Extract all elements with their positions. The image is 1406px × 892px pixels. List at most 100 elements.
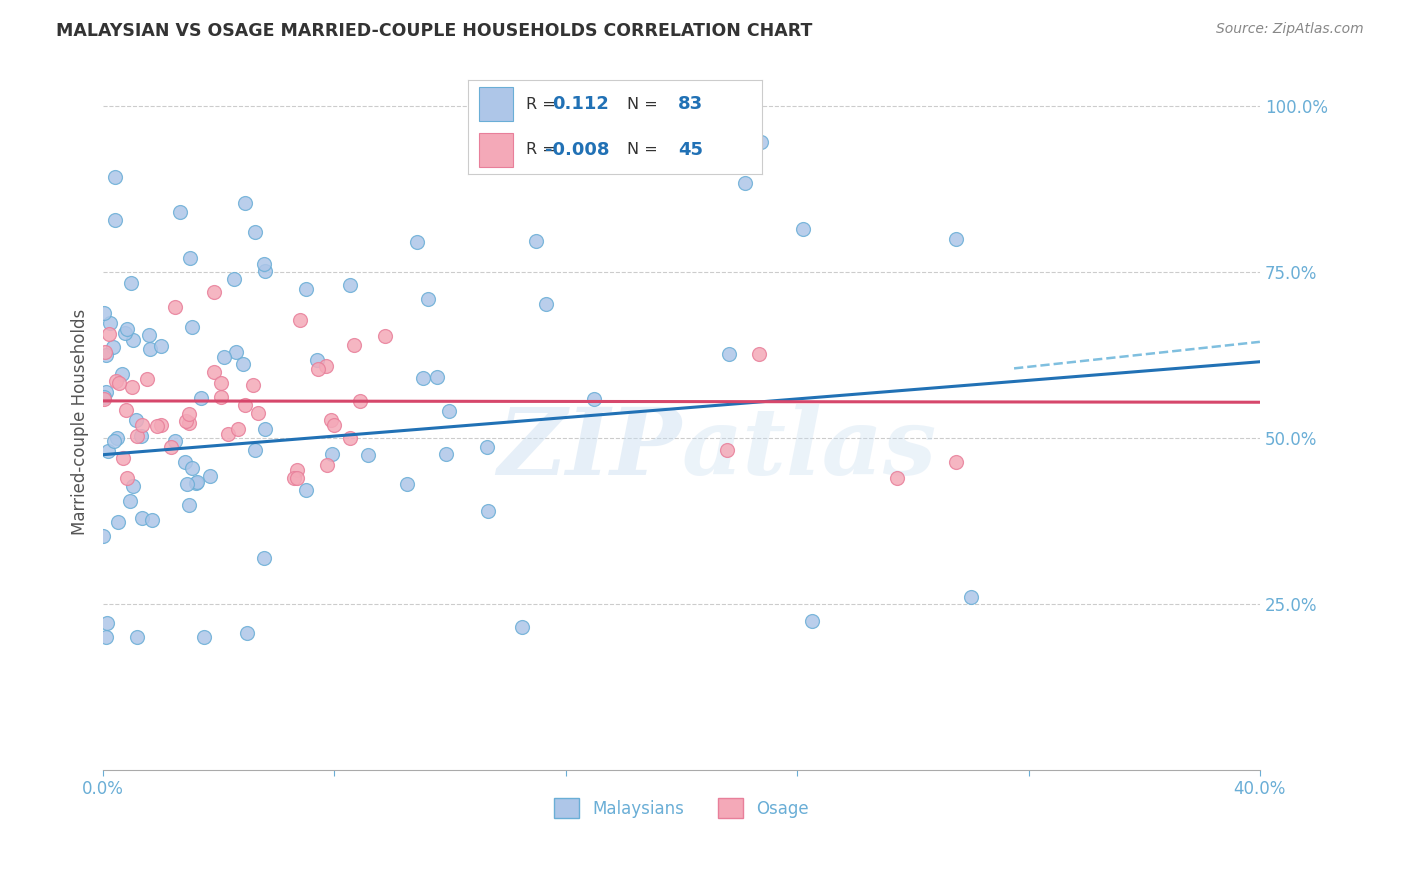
Text: ZIP: ZIP	[498, 404, 682, 494]
Point	[253, 551, 276, 566]
Point	[418, 292, 440, 306]
Point	[307, 362, 329, 376]
Point	[114, 326, 136, 340]
Point	[253, 256, 276, 270]
Point	[98, 316, 121, 330]
Point	[121, 380, 143, 394]
Point	[163, 434, 186, 449]
Point	[105, 431, 128, 445]
Point	[886, 471, 908, 485]
Point	[127, 630, 149, 644]
Point	[374, 328, 396, 343]
Point	[149, 417, 172, 432]
Point	[115, 471, 138, 485]
Point	[179, 499, 201, 513]
Point	[131, 511, 153, 525]
Point	[96, 384, 118, 399]
Point	[242, 378, 264, 392]
Point	[412, 371, 434, 385]
Point	[339, 277, 361, 292]
Point	[534, 297, 557, 311]
Point	[93, 392, 115, 406]
Point	[141, 513, 163, 527]
Point	[288, 313, 311, 327]
Y-axis label: Married-couple Households: Married-couple Households	[72, 309, 89, 534]
Point	[177, 417, 200, 431]
Point	[233, 398, 256, 412]
Point	[93, 390, 115, 404]
Point	[146, 419, 169, 434]
Point	[179, 252, 201, 266]
Text: Source: ZipAtlas.com: Source: ZipAtlas.com	[1216, 22, 1364, 37]
Point	[96, 616, 118, 631]
Point	[339, 431, 361, 445]
Point	[159, 440, 181, 454]
Point	[945, 455, 967, 469]
Point	[93, 306, 115, 320]
Point	[97, 326, 120, 341]
Point	[294, 282, 316, 296]
Point	[396, 477, 419, 491]
Point	[118, 494, 141, 508]
Point	[321, 447, 343, 461]
Point	[193, 630, 215, 644]
Point	[107, 376, 129, 390]
Point	[217, 427, 239, 442]
Point	[198, 469, 221, 483]
Point	[295, 483, 318, 497]
Point	[748, 347, 770, 361]
Point	[945, 232, 967, 246]
Point	[734, 176, 756, 190]
Point	[512, 620, 534, 634]
Point	[247, 406, 270, 420]
Point	[524, 234, 547, 248]
Point	[176, 477, 198, 491]
Point	[233, 195, 256, 210]
Point	[583, 392, 606, 406]
Point	[97, 444, 120, 458]
Point	[232, 357, 254, 371]
Point	[225, 345, 247, 359]
Text: atlas: atlas	[682, 404, 936, 494]
Point	[792, 222, 814, 236]
Point	[800, 614, 823, 628]
Point	[209, 376, 232, 391]
Point	[93, 345, 115, 359]
Point	[94, 348, 117, 362]
Point	[186, 476, 208, 491]
Point	[181, 460, 204, 475]
Point	[253, 421, 276, 435]
Point	[135, 372, 157, 386]
Point	[204, 365, 226, 379]
Point	[245, 225, 267, 239]
Point	[321, 413, 343, 427]
Point	[323, 417, 346, 432]
Point	[222, 271, 245, 285]
Point	[209, 390, 232, 404]
Point	[434, 447, 457, 461]
Point	[253, 264, 276, 278]
Point	[165, 300, 187, 314]
Point	[676, 126, 699, 140]
Point	[315, 359, 337, 373]
Point	[214, 351, 236, 365]
Point	[107, 516, 129, 530]
Point	[316, 458, 339, 473]
Point	[226, 422, 249, 436]
Point	[405, 235, 427, 250]
Point	[104, 213, 127, 227]
Point	[426, 370, 449, 384]
Point	[103, 434, 125, 448]
Point	[104, 169, 127, 184]
Point	[477, 504, 499, 518]
Point	[129, 429, 152, 443]
Point	[202, 285, 225, 299]
Point	[749, 135, 772, 149]
Point	[122, 333, 145, 347]
Point	[349, 393, 371, 408]
Point	[190, 392, 212, 406]
Point	[94, 630, 117, 644]
Point	[174, 454, 197, 468]
Point	[120, 276, 142, 290]
Point	[101, 340, 124, 354]
